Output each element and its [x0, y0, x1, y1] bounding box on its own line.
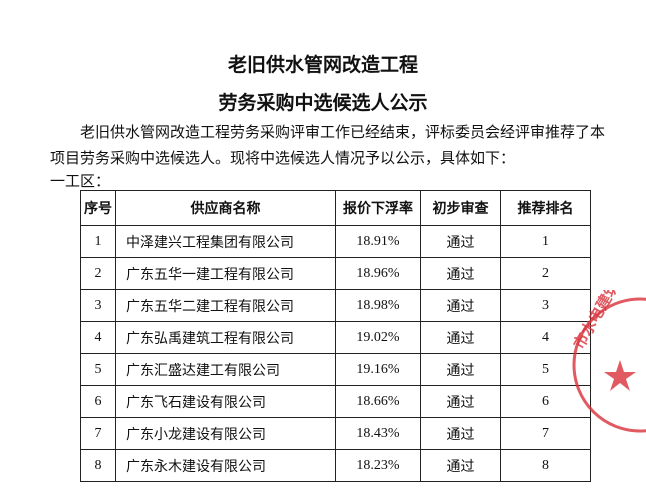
table-cell: 3	[80, 289, 116, 322]
table-row: 3 广东五华二建工程有限公司 18.98% 通过 3	[80, 289, 591, 322]
table: 序号 供应商名称 报价下浮率 初步审查 推荐排名 1 中泽建兴工程集团有限公司 18.91%…	[80, 190, 591, 482]
table-cell: 7	[500, 417, 591, 450]
table-row: 5 广东汇盛达建工有限公司 19.16% 通过 5	[80, 353, 591, 386]
column-header: 报价下浮率	[335, 190, 421, 226]
table-cell: 18.91%	[335, 225, 421, 258]
table-cell: 广东五华一建工程有限公司	[115, 257, 336, 290]
column-header: 序号	[80, 190, 116, 226]
table-cell: 通过	[420, 321, 501, 354]
stamp-text: 市水电建筑工	[570, 290, 631, 352]
table-row: 6 广东飞石建设有限公司 18.66% 通过 6	[80, 385, 591, 418]
table-cell: 1	[500, 225, 591, 258]
table-cell: 通过	[420, 257, 501, 290]
table-cell: 7	[80, 417, 116, 450]
table-cell: 19.02%	[335, 321, 421, 354]
table-cell: 19.16%	[335, 353, 421, 386]
table-cell: 18.43%	[335, 417, 421, 450]
table-cell: 广东弘禹建筑工程有限公司	[115, 321, 336, 354]
table-cell: 4	[80, 321, 116, 354]
table-body: 1 中泽建兴工程集团有限公司 18.91% 通过 1 2 广东五华一建工程有限公司 18.96…	[80, 225, 591, 482]
table-cell: 18.96%	[335, 257, 421, 290]
table-cell: 广东五华二建工程有限公司	[115, 289, 336, 322]
table-row: 2 广东五华一建工程有限公司 18.96% 通过 2	[80, 257, 591, 290]
table-cell: 通过	[420, 225, 501, 258]
table-cell: 18.23%	[335, 449, 421, 482]
table-cell: 通过	[420, 289, 501, 322]
header-row: 序号 供应商名称 报价下浮率 初步审查 推荐排名	[80, 190, 591, 226]
column-header: 供应商名称	[115, 190, 336, 226]
column-header: 推荐排名	[500, 190, 591, 226]
table-cell: 1	[80, 225, 116, 258]
stamp: 市水电建筑工	[570, 290, 646, 433]
table-row: 4 广东弘禹建筑工程有限公司 19.02% 通过 4	[80, 321, 591, 354]
section-label: 一工区：	[50, 174, 111, 190]
paragraph: 老旧供水管网改造工程劳务采购评审工作已经结束，评标委员会经评审推荐了本项目劳务采…	[50, 125, 606, 167]
column-header: 初步审查	[420, 190, 501, 226]
subtitle: 劳务采购中选候选人公示	[218, 92, 428, 114]
table-cell: 2	[500, 257, 591, 290]
table-cell: 广东汇盛达建工有限公司	[115, 353, 336, 386]
table-cell: 8	[80, 449, 116, 482]
table-cell: 18.66%	[335, 385, 421, 418]
table-cell: 广东永木建设有限公司	[115, 449, 336, 482]
table-cell: 通过	[420, 449, 501, 482]
table-cell: 2	[80, 257, 116, 290]
title: 老旧供水管网改造工程	[227, 54, 418, 76]
table-row: 1 中泽建兴工程集团有限公司 18.91% 通过 1	[80, 225, 591, 258]
table-cell: 通过	[420, 417, 501, 450]
table-cell: 广东小龙建设有限公司	[115, 417, 336, 450]
table-cell: 8	[500, 449, 591, 482]
table-cell: 通过	[420, 353, 501, 386]
table-row: 7 广东小龙建设有限公司 18.43% 通过 7	[80, 417, 591, 450]
table-cell: 18.98%	[335, 289, 421, 322]
table-cell: 6	[80, 385, 116, 418]
table-row: 8 广东永木建设有限公司 18.23% 通过 8	[80, 449, 591, 482]
table-cell: 通过	[420, 385, 501, 418]
table-cell: 5	[80, 353, 116, 386]
table-cell: 中泽建兴工程集团有限公司	[115, 225, 336, 258]
table-cell: 广东飞石建设有限公司	[115, 385, 336, 418]
